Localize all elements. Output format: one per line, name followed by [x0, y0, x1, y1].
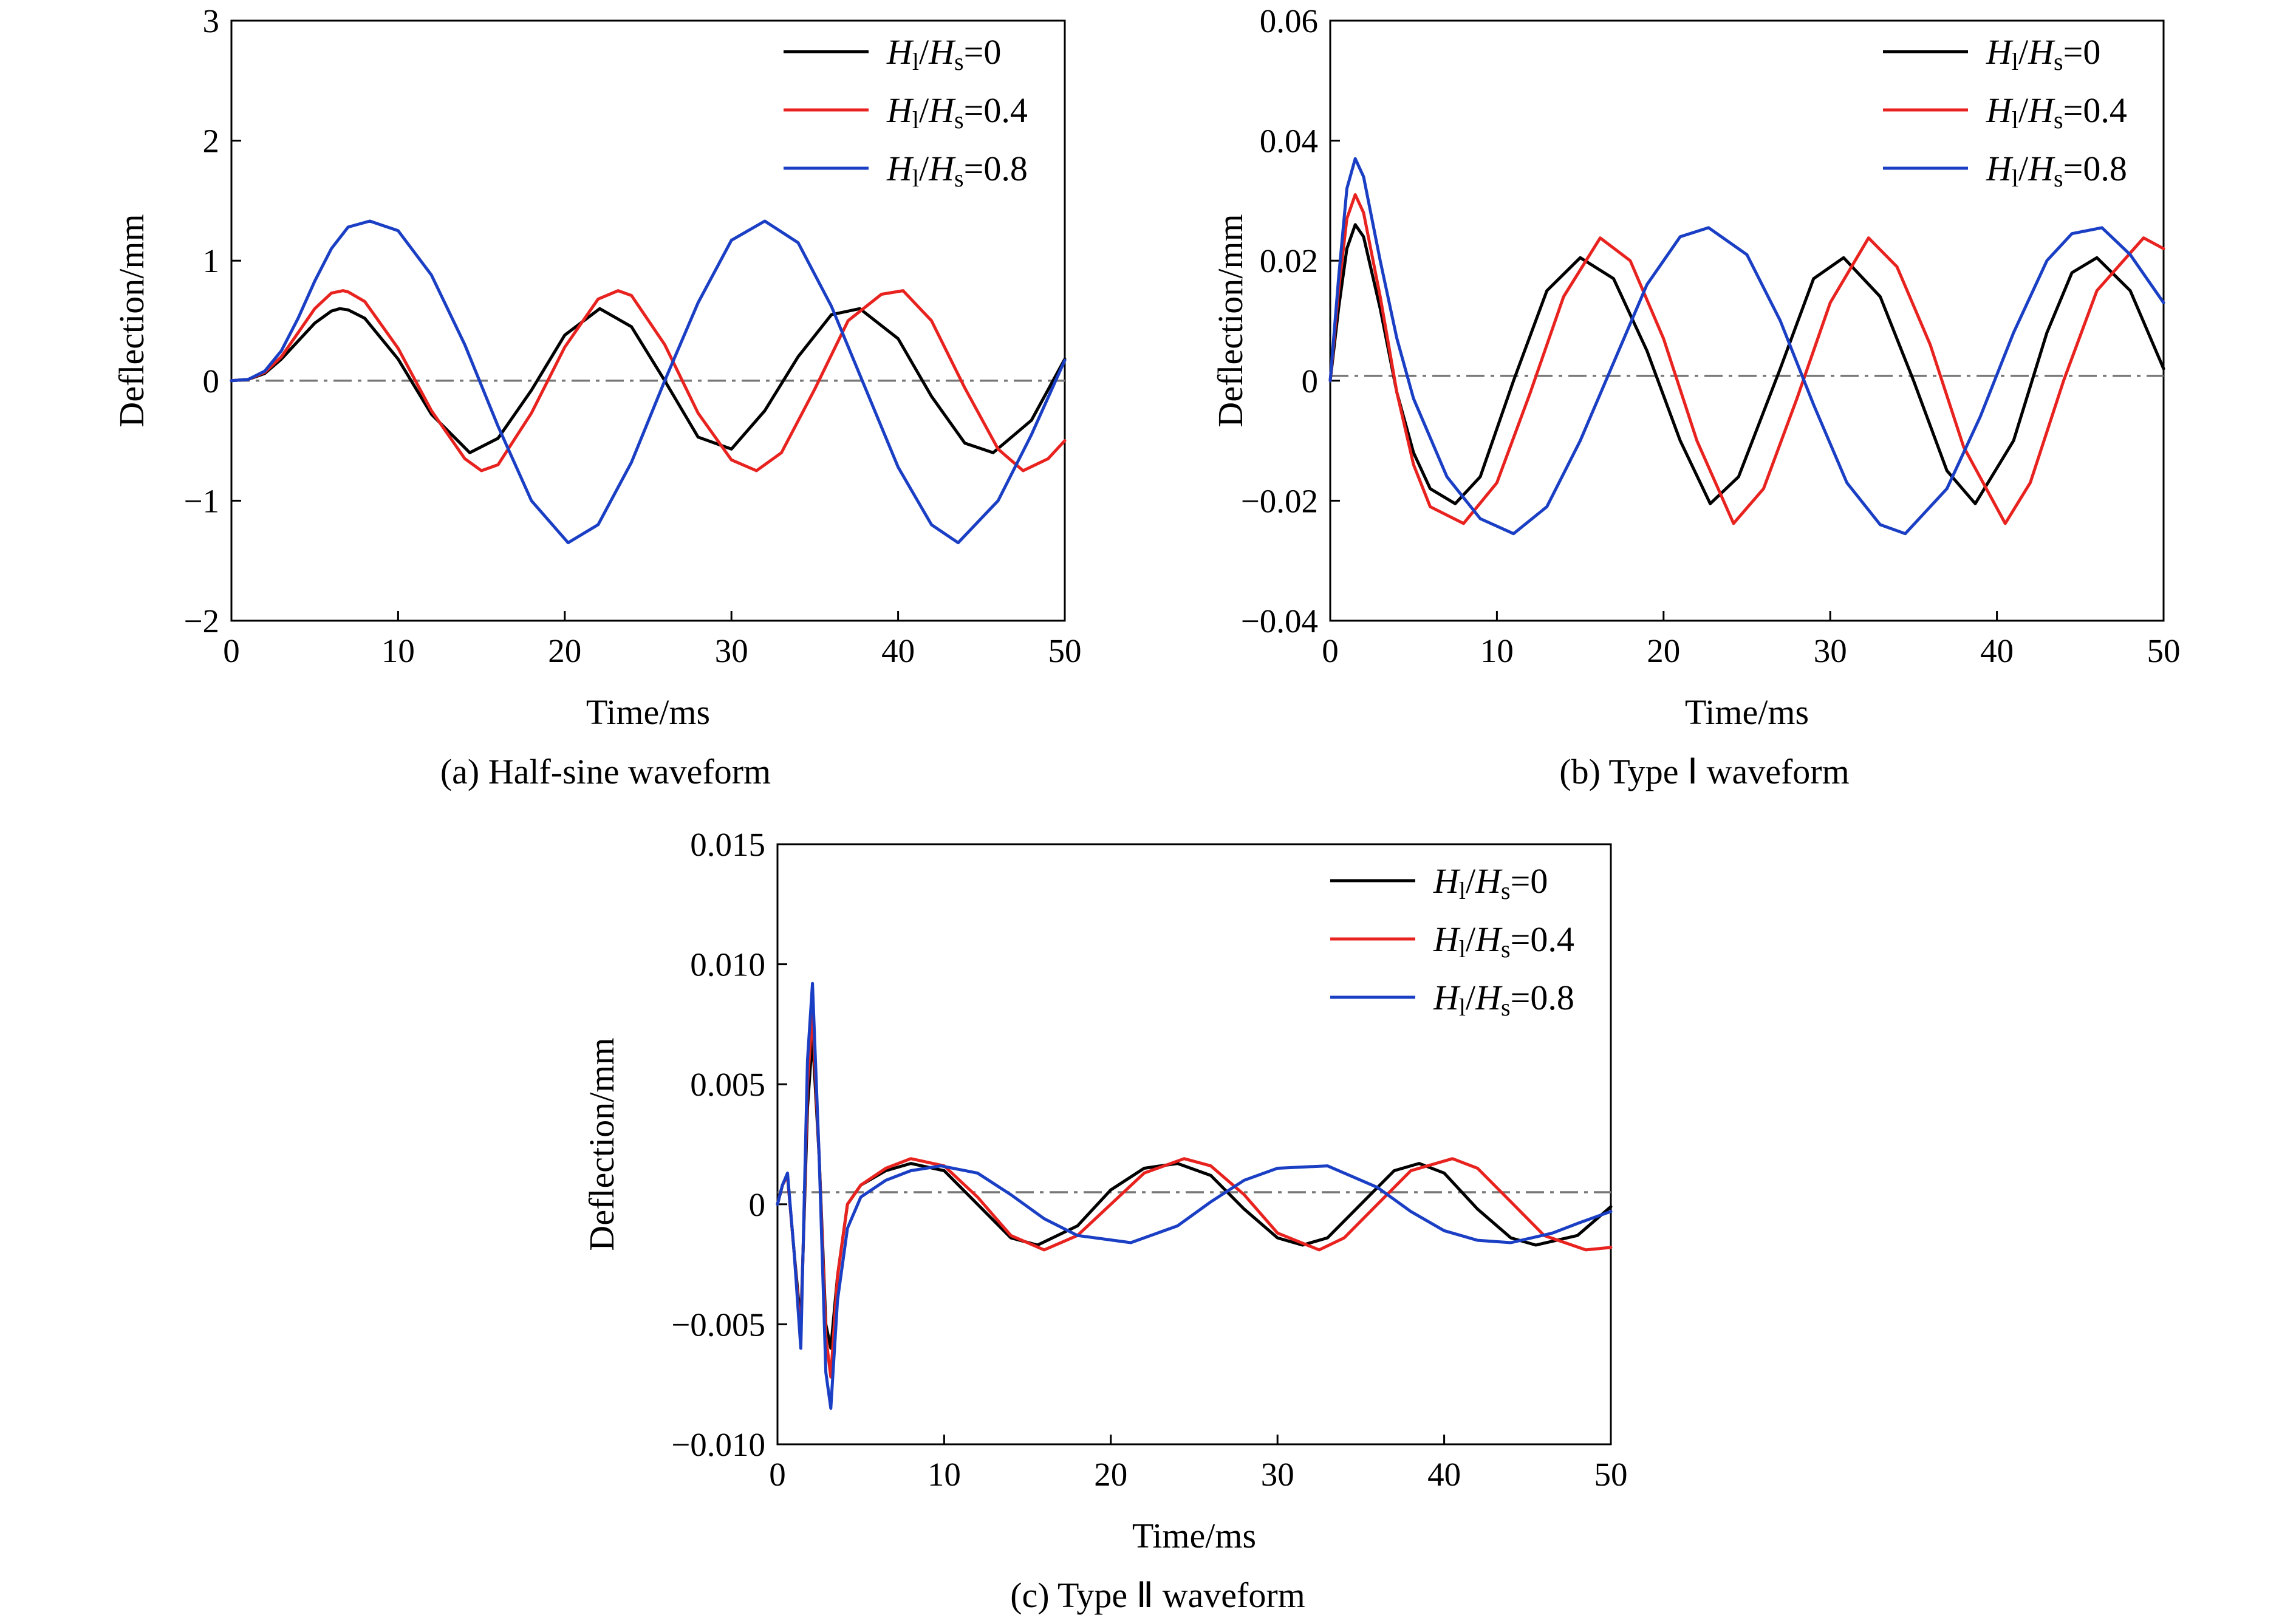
chart-type-2: 0 10 20 30 40 50 −0.010 −0.005 0 0.005 0.010 0.015 T… [582, 826, 1628, 1615]
x-tick-label: 30 [1261, 1456, 1294, 1493]
y-tick-label: 0.04 [1260, 123, 1318, 160]
x-tick-label: 0 [769, 1456, 786, 1493]
y-tick-label: 0.010 [690, 946, 765, 983]
series-line-1 [230, 289, 1067, 473]
panel-caption: (a) Half-sine waveform [440, 752, 771, 791]
legend-label: Hl/Hs=0.8 [886, 149, 1028, 192]
y-tick-label: 3 [203, 2, 220, 39]
legend-label: Hl/Hs=0 [1986, 32, 2100, 75]
y-tick-label: 1 [203, 242, 220, 279]
x-axis-title: Time/ms [586, 692, 710, 732]
x-tick-label: 20 [1094, 1456, 1127, 1493]
series-line-1 [1328, 193, 2165, 525]
x-tick-label: 50 [1594, 1456, 1628, 1493]
plot-frame [1329, 19, 2165, 622]
x-tick-label: 40 [1980, 632, 2014, 669]
x-tick-label: 0 [1322, 632, 1339, 669]
y-tick-label: −0.005 [671, 1306, 765, 1343]
y-tick-label: −0.010 [671, 1426, 765, 1463]
y-axis-title: Deflection/mm [112, 214, 151, 427]
series-line-0 [1328, 223, 2165, 505]
legend-label: Hl/Hs=0.4 [886, 90, 1028, 134]
panel-caption: (b) Type Ⅰ waveform [1559, 752, 1849, 791]
x-tick-label: 30 [715, 632, 748, 669]
y-tick-label: 0.02 [1260, 242, 1318, 279]
x-tick-label: 20 [548, 632, 581, 669]
x-tick-label: 40 [1427, 1456, 1461, 1493]
legend-label: Hl/Hs=0.8 [1433, 978, 1574, 1021]
legend-label: Hl/Hs=0 [1433, 861, 1548, 904]
x-tick-label: 30 [1814, 632, 1847, 669]
panel-caption: (c) Type Ⅱ waveform [1010, 1575, 1305, 1615]
y-tick-label: 0 [203, 363, 220, 400]
x-tick-label: 10 [1480, 632, 1514, 669]
legend-label: Hl/Hs=0.4 [1986, 90, 2127, 134]
plot-frame [776, 843, 1612, 1446]
series-line-1 [776, 1011, 1613, 1379]
series-line-2 [1328, 157, 2165, 536]
chart-half-sine: 0 10 20 30 40 50 −2 −1 0 1 2 3 Time/ms Deflection/mm (… [112, 2, 1082, 791]
series-line-2 [230, 219, 1067, 545]
x-tick-label: 50 [1048, 632, 1082, 669]
plot-frame [230, 19, 1066, 622]
y-tick-label: 0.005 [690, 1066, 765, 1103]
x-tick-label: 0 [223, 632, 240, 669]
y-tick-label: 0.015 [690, 826, 765, 863]
chart-type-1: 0 10 20 30 40 50 −0.04 −0.02 0 0.02 0.04 0.06 Time/m… [1211, 2, 2181, 791]
y-tick-label: −2 [183, 602, 219, 640]
y-tick-label: −0.04 [1241, 602, 1318, 640]
series-line-2 [776, 981, 1613, 1410]
y-tick-label: 0 [1302, 363, 1319, 400]
y-tick-label: 0 [749, 1186, 766, 1223]
y-tick-label: −0.02 [1241, 482, 1318, 519]
x-tick-label: 10 [928, 1456, 961, 1493]
legend-label: Hl/Hs=0 [886, 32, 1001, 75]
y-tick-label: −1 [183, 482, 219, 519]
x-tick-label: 20 [1647, 632, 1680, 669]
legend-label: Hl/Hs=0.4 [1433, 920, 1574, 963]
y-axis-title: Deflection/mm [582, 1037, 621, 1251]
series-line-0 [230, 307, 1067, 454]
y-tick-label: 0.06 [1260, 2, 1318, 39]
x-tick-label: 50 [2147, 632, 2181, 669]
y-axis-title: Deflection/mm [1211, 214, 1250, 427]
x-tick-label: 40 [881, 632, 915, 669]
legend-label: Hl/Hs=0.8 [1986, 149, 2127, 192]
y-tick-label: 2 [203, 123, 220, 160]
x-axis-title: Time/ms [1685, 692, 1809, 732]
x-tick-label: 10 [381, 632, 415, 669]
x-axis-title: Time/ms [1132, 1516, 1256, 1555]
